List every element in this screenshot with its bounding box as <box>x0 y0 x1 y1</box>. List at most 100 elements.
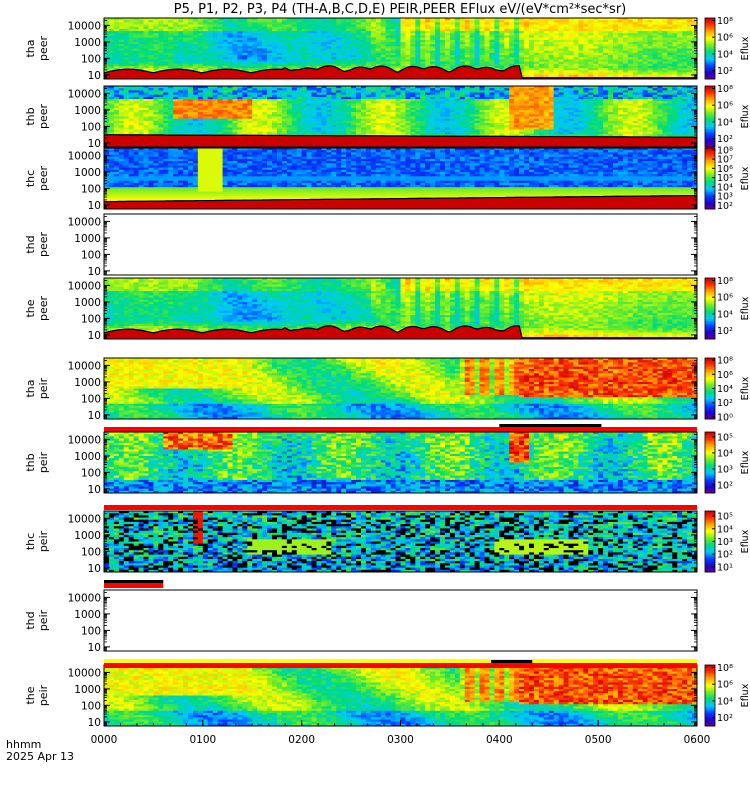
heatmap-cell <box>158 65 164 69</box>
heatmap-cell <box>286 61 293 65</box>
heatmap-cell <box>351 18 357 21</box>
heatmap-cell <box>603 55 609 58</box>
heatmap-cell <box>637 55 644 58</box>
heatmap-cell <box>212 26 219 30</box>
heatmap-cell <box>459 50 466 54</box>
heatmap-cell <box>281 48 288 52</box>
heatmap-cell <box>484 39 490 43</box>
heatmap-cell <box>336 61 342 65</box>
heatmap-cell <box>133 35 139 39</box>
heatmap-cell <box>375 31 382 34</box>
heatmap-cell <box>420 24 426 28</box>
heatmap-cell <box>331 50 337 54</box>
heatmap-cell <box>533 68 540 71</box>
heatmap-cell <box>331 20 337 23</box>
heatmap-cell <box>326 20 332 23</box>
heatmap-cell <box>415 33 421 36</box>
heatmap-cell <box>593 18 599 21</box>
heatmap-cell <box>217 24 223 28</box>
heatmap-cell <box>188 68 194 71</box>
heatmap-cell <box>642 39 648 43</box>
heatmap-cell <box>276 46 283 49</box>
heatmap-cell <box>316 61 322 65</box>
heatmap-cell <box>489 35 495 39</box>
heatmap-cell <box>454 37 461 41</box>
heatmap-cell <box>504 33 510 36</box>
heatmap-cell <box>267 59 273 62</box>
heatmap-cell <box>528 46 535 49</box>
heatmap-cell <box>449 63 456 67</box>
heatmap-cell <box>459 46 466 49</box>
heatmap-cell <box>158 63 164 67</box>
heatmap-cell <box>627 61 634 65</box>
heatmap-cell <box>430 37 436 41</box>
heatmap-cell <box>593 41 599 45</box>
heatmap-cell <box>469 37 476 41</box>
heatmap-cell <box>464 18 471 21</box>
heatmap-cell <box>464 20 471 23</box>
heatmap-cell <box>444 50 451 54</box>
heatmap-cell <box>113 57 120 60</box>
heatmap-cell <box>276 50 283 54</box>
heatmap-cell <box>642 59 648 62</box>
heatmap-cell <box>474 28 480 32</box>
heatmap-cell <box>558 33 564 36</box>
heatmap-cell <box>262 33 268 36</box>
heatmap-cell <box>385 35 392 39</box>
heatmap-cell <box>356 48 362 52</box>
heatmap-cell <box>301 20 308 23</box>
heatmap-cell <box>192 20 199 23</box>
heatmap-cell <box>262 20 268 23</box>
heatmap-cell <box>608 44 614 47</box>
heatmap-cell <box>435 46 441 49</box>
heatmap-cell <box>375 22 382 25</box>
heatmap-cell <box>306 61 312 65</box>
heatmap-cell <box>444 33 451 36</box>
heatmap-cell <box>509 26 515 30</box>
heatmap-cell <box>222 44 228 47</box>
heatmap-cell <box>637 59 644 62</box>
heatmap-cell <box>118 39 125 43</box>
heatmap-cell <box>183 39 189 43</box>
heatmap-cell <box>316 46 322 49</box>
heatmap-cell <box>113 50 120 54</box>
heatmap-cell <box>593 39 599 43</box>
heatmap-cell <box>202 48 209 52</box>
heatmap-cell <box>128 50 135 54</box>
heatmap-cell <box>499 59 505 62</box>
heatmap-cell <box>118 65 125 69</box>
heatmap-cell <box>153 61 159 65</box>
heatmap-cell <box>123 39 130 43</box>
heatmap-cell <box>108 22 115 25</box>
heatmap-cell <box>296 20 303 23</box>
heatmap-cell <box>212 31 219 34</box>
heatmap-cell <box>528 63 535 67</box>
heatmap-cell <box>444 26 451 30</box>
heatmap-cell <box>494 48 500 52</box>
heatmap-cell <box>553 44 560 47</box>
heatmap-cell <box>454 63 461 67</box>
heatmap-cell <box>222 65 228 69</box>
heatmap-cell <box>306 57 312 60</box>
heatmap-cell <box>612 50 619 54</box>
heatmap-cell <box>494 68 500 71</box>
heatmap-cell <box>627 20 634 23</box>
heatmap-cell <box>612 46 619 49</box>
heatmap-cell <box>598 35 604 39</box>
figure-title: P5, P1, P2, P3, P4 (TH-A,B,C,D,E) PEIR,P… <box>174 2 627 17</box>
heatmap-cell <box>227 39 233 43</box>
heatmap-cell <box>183 59 189 62</box>
heatmap-cell <box>247 55 253 58</box>
heatmap-cell <box>627 22 634 25</box>
heatmap-cell <box>509 24 515 28</box>
heatmap-cell <box>291 63 298 67</box>
heatmap-cell <box>316 65 322 69</box>
heatmap-cell <box>514 26 520 30</box>
heatmap-cell <box>538 46 545 49</box>
heatmap-cell <box>603 41 609 45</box>
heatmap-cell <box>405 33 411 36</box>
heatmap-cell <box>104 37 110 41</box>
heatmap-cell <box>128 57 135 60</box>
heatmap-cell <box>252 61 258 65</box>
heatmap-cell <box>548 37 555 41</box>
